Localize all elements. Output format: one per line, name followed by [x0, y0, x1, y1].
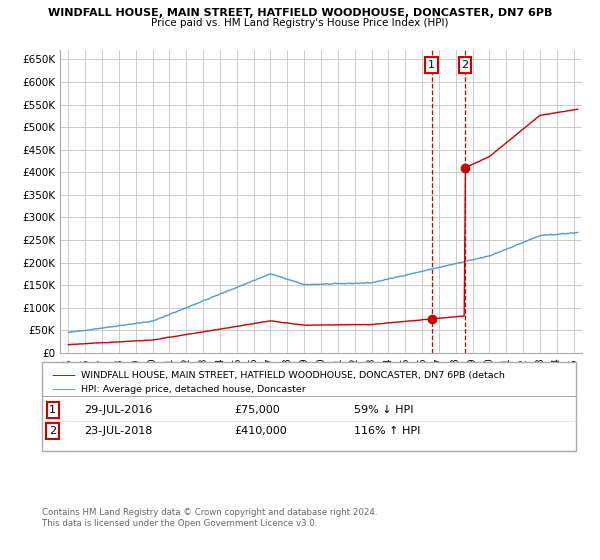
Text: Contains HM Land Registry data © Crown copyright and database right 2024.
This d: Contains HM Land Registry data © Crown c…: [42, 508, 377, 528]
Text: 2: 2: [49, 426, 56, 436]
Text: WINDFALL HOUSE, MAIN STREET, HATFIELD WOODHOUSE, DONCASTER, DN7 6PB: WINDFALL HOUSE, MAIN STREET, HATFIELD WO…: [48, 8, 552, 18]
Text: HPI: Average price, detached house, Doncaster: HPI: Average price, detached house, Donc…: [81, 385, 306, 394]
Text: 2: 2: [461, 60, 469, 70]
Text: 1: 1: [49, 405, 56, 415]
Text: 116% ↑ HPI: 116% ↑ HPI: [354, 426, 421, 436]
Text: ——: ——: [51, 382, 76, 396]
Text: £75,000: £75,000: [234, 405, 280, 415]
Text: 23-JUL-2018: 23-JUL-2018: [84, 426, 152, 436]
Text: 59% ↓ HPI: 59% ↓ HPI: [354, 405, 413, 415]
Text: £410,000: £410,000: [234, 426, 287, 436]
Text: ——: ——: [51, 368, 76, 382]
Text: 1: 1: [428, 60, 435, 70]
Text: Price paid vs. HM Land Registry's House Price Index (HPI): Price paid vs. HM Land Registry's House …: [151, 18, 449, 29]
Text: 29-JUL-2016: 29-JUL-2016: [84, 405, 152, 415]
Text: WINDFALL HOUSE, MAIN STREET, HATFIELD WOODHOUSE, DONCASTER, DN7 6PB (detach: WINDFALL HOUSE, MAIN STREET, HATFIELD WO…: [81, 371, 505, 380]
